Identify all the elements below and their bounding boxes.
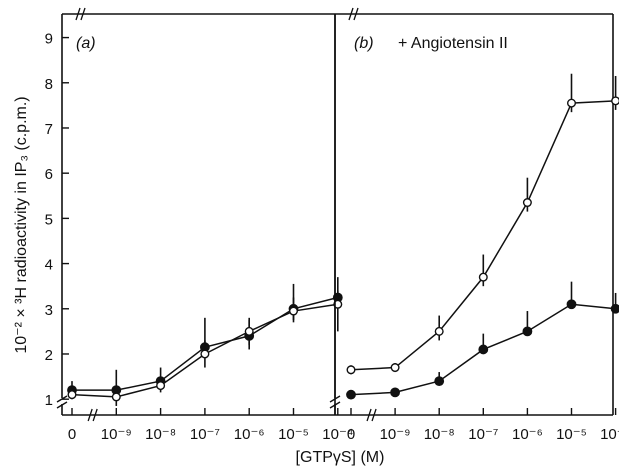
x-tick-label: 10⁻⁹ — [101, 426, 132, 443]
panel-a: 1 2 3 4 5 6 7 8 9 0 10⁻⁹ 10⁻⁸ 10⁻⁷ 10⁻⁶ 10⁻⁵ 10⁻⁴ — [45, 7, 353, 443]
y-tick-label: 5 — [45, 211, 53, 228]
open-point — [333, 299, 343, 309]
y-tick-label: 9 — [45, 31, 53, 48]
x-tick-label: 10⁻⁴ — [600, 426, 619, 443]
series-filled-b — [346, 281, 619, 400]
panel-b-label: (b) — [354, 35, 374, 52]
series-filled-a — [67, 277, 343, 400]
x-axis-break — [87, 408, 98, 422]
y-tick-label: 6 — [45, 166, 53, 183]
y-tick-label: 4 — [45, 257, 53, 274]
y-tick-label: 7 — [45, 121, 53, 138]
open-point — [478, 272, 488, 282]
open-point — [390, 363, 400, 373]
series-open-b — [346, 73, 619, 375]
open-point — [156, 381, 166, 391]
series-line — [350, 100, 616, 371]
x-axis-break — [366, 408, 377, 422]
filled-point — [478, 344, 489, 355]
series-open-a — [67, 290, 343, 406]
open-point — [522, 198, 532, 208]
panel-a-label: (a) — [76, 35, 96, 52]
panel-b-title: + Angiotensin II — [398, 35, 508, 52]
x-tick-label: 10⁻⁹ — [380, 426, 411, 443]
x-axis-label: [GTPγS] (M) — [296, 449, 385, 466]
filled-point — [566, 299, 577, 310]
x-tick-label: 0 — [68, 426, 76, 443]
y-tick-label: 1 — [45, 392, 53, 409]
panel-b: 0 10⁻⁹ 10⁻⁸ 10⁻⁷ 10⁻⁶ 10⁻⁵ 10⁻⁴ — [329, 7, 619, 443]
filled-point — [346, 389, 356, 400]
open-point — [611, 96, 619, 106]
top-axis-break — [75, 7, 86, 21]
x-tick-label: 0 — [347, 426, 355, 443]
filled-point — [522, 326, 533, 337]
x-tick-label: 10⁻⁶ — [512, 426, 543, 443]
x-tick-label: 10⁻⁸ — [424, 426, 455, 443]
open-point — [346, 365, 356, 375]
open-point — [67, 390, 77, 400]
filled-point — [390, 387, 400, 398]
x-tick-label: 10⁻⁷ — [190, 426, 220, 443]
open-point — [111, 392, 121, 402]
x-tick-label: 10⁻⁴ — [322, 426, 353, 443]
y-tick-label: 3 — [45, 302, 53, 319]
open-point — [200, 349, 210, 359]
x-tick-label: 10⁻⁸ — [145, 426, 176, 443]
x-tick-label: 10⁻⁶ — [234, 426, 265, 443]
open-point — [434, 326, 444, 336]
y-axis-label: 10⁻² × ³H radioactivity in IP₃ (c.p.m.) — [13, 96, 30, 353]
y-tick-label: 8 — [45, 76, 53, 93]
x-tick-label: 10⁻⁵ — [278, 426, 309, 443]
filled-point — [434, 376, 445, 386]
top-axis-break — [348, 7, 359, 21]
x-tick-label: 10⁻⁵ — [556, 426, 587, 443]
x-tick-label: 10⁻⁷ — [468, 426, 498, 443]
open-point — [567, 98, 577, 108]
open-point — [289, 306, 299, 316]
y-tick-label: 2 — [45, 347, 53, 364]
open-point — [244, 326, 254, 336]
y-axis-break — [329, 395, 341, 409]
filled-point — [610, 303, 619, 314]
